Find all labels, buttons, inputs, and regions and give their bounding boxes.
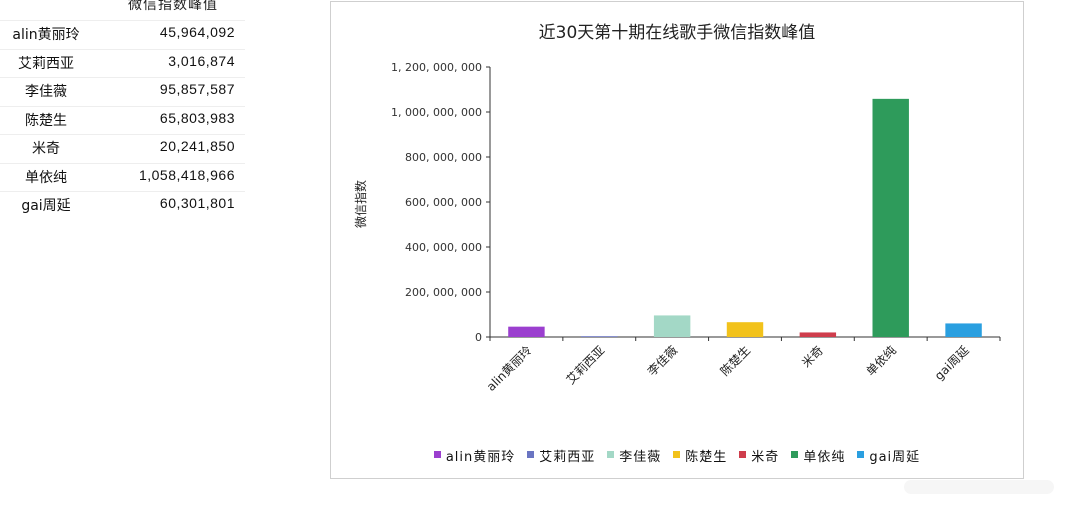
legend-label: 单依纯 [803, 450, 846, 465]
sheet-row: 陈楚生 65,803,983 [0, 105, 245, 135]
bar [799, 332, 837, 337]
sheet-row: 单依纯 1,058,418,966 [0, 162, 245, 192]
legend-item: gai周延 [857, 446, 920, 465]
sheet-row-separator [0, 191, 245, 192]
bar [945, 323, 982, 337]
x-tick-label: 艾莉西亚 [564, 343, 608, 387]
legend-label: gai周延 [869, 450, 921, 465]
legend-swatch [791, 451, 799, 458]
sheet-row-value: 60,301,801 [159, 195, 235, 211]
x-tick-label: gai周延 [932, 343, 972, 383]
bar [872, 98, 909, 337]
sheet-row-separator [0, 77, 245, 78]
sheet-row: gai周延 60,301,801 [0, 191, 245, 220]
sheet-row-value: 3,016,874 [168, 52, 235, 69]
sheet-row-value: 20,241,850 [159, 138, 235, 154]
sheet-row-name: 单依纯 [25, 169, 67, 186]
sheet-row-separator [0, 48, 245, 50]
sheet-row: 艾莉西亚 3,016,874 [0, 48, 245, 78]
bar [508, 326, 545, 337]
x-tick-label: 米奇 [799, 343, 826, 370]
y-tick-label: 0 [475, 331, 482, 344]
legend-swatch [739, 451, 747, 458]
x-tick-label: 李佳薇 [644, 343, 680, 379]
y-tick-label: 1, 200, 000, 000 [391, 61, 482, 74]
legend-item: 艾莉西亚 [527, 446, 595, 465]
watermark [900, 472, 1060, 502]
legend-label: alin黄丽玲 [445, 450, 516, 465]
y-tick-label: 800, 000, 000 [405, 151, 482, 164]
sheet-row-separator [0, 105, 245, 107]
legend-swatch [433, 451, 441, 458]
sheet-row-value: 1,058,418,966 [138, 166, 235, 183]
legend-item: 单依纯 [791, 446, 845, 465]
bar [653, 315, 691, 337]
legend-label: 艾莉西亚 [539, 450, 596, 465]
legend-item: 米奇 [739, 446, 779, 465]
sheet-row-name: alin黄丽玲 [12, 27, 80, 43]
sheet-row-name: 陈楚生 [25, 112, 67, 129]
sheet-header: 微信指数峰值 [128, 0, 218, 13]
y-axis-label: 微信指数 [353, 180, 368, 228]
sheet-row-name: 李佳薇 [25, 84, 67, 100]
sheet-row: 李佳薇 95,857,587 [0, 77, 245, 106]
legend-swatch [607, 451, 615, 458]
sheet-row-separator [0, 162, 245, 164]
legend-item: alin黄丽玲 [433, 446, 516, 465]
legend-swatch [857, 451, 865, 458]
data-sheet: 微信指数峰值 alin黄丽玲 45,964,092 艾莉西亚 3,016,874 李佳薇… [0, 0, 245, 230]
sheet-row-value: 65,803,983 [159, 109, 235, 126]
sheet-row-value: 95,857,587 [159, 81, 235, 97]
x-tick-label: alin黄丽玲 [484, 343, 535, 394]
x-tick-label: 单依纯 [863, 343, 899, 379]
y-tick-label: 600, 000, 000 [405, 196, 482, 209]
y-tick-label: 1, 000, 000, 000 [391, 106, 482, 119]
chart-svg: 0 200, 000, 000 400, 000, 000 600, 000, 000… [353, 61, 1001, 394]
x-tick-label: 陈楚生 [717, 343, 753, 379]
chart-frame: 近30天第十期在线歌手微信指数峰值 0 200, 000, 000 400, 000… [330, 1, 1024, 479]
y-tick-label: 400, 000, 000 [405, 241, 482, 254]
sheet-row-separator [0, 20, 245, 21]
legend-swatch [527, 451, 535, 458]
legend-item: 陈楚生 [673, 446, 727, 465]
bar [581, 336, 618, 337]
bar [726, 322, 764, 337]
chart-title: 近30天第十期在线歌手微信指数峰值 [538, 23, 816, 43]
sheet-row-separator [0, 134, 245, 135]
sheet-row-name: gai周延 [21, 198, 71, 214]
legend-swatch [673, 451, 681, 458]
sheet-row: 米奇 20,241,850 [0, 134, 245, 163]
legend-label: 米奇 [751, 450, 780, 465]
legend-label: 李佳薇 [619, 450, 662, 465]
sheet-row-name: 米奇 [32, 141, 60, 157]
sheet-row-value: 45,964,092 [159, 24, 235, 40]
sheet-row: alin黄丽玲 45,964,092 [0, 20, 245, 49]
sheet-row-name: 艾莉西亚 [18, 55, 74, 72]
legend-item: 李佳薇 [607, 446, 661, 465]
chart-legend: alin黄丽玲 艾莉西亚 李佳薇 陈楚生 米奇 单依纯 gai周延 [331, 446, 1023, 465]
y-tick-label: 200, 000, 000 [405, 286, 482, 299]
legend-label: 陈楚生 [685, 450, 728, 465]
